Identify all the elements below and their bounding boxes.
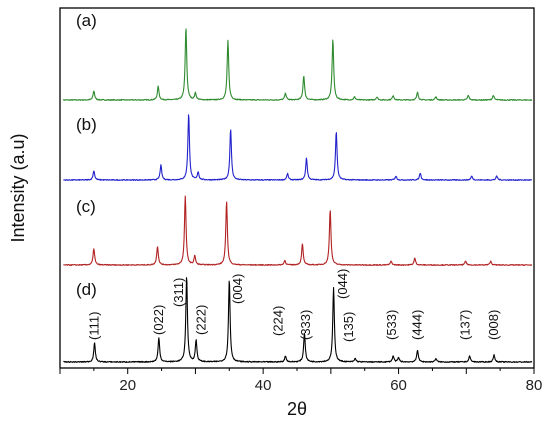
peak-label: (044) [335,269,350,299]
peak-label: (111) [87,312,102,340]
x-axis-title: 2θ [287,399,307,419]
x-tick-label: 20 [119,377,136,394]
panel-label-a: (a) [76,11,97,30]
xrd-trace-b [63,114,532,181]
peak-label: (222) [194,305,209,335]
panel-label-c: (c) [76,197,96,216]
y-axis-title: Intensity (a.u) [8,133,28,242]
peak-label: (008) [486,310,501,340]
x-tick-label: 60 [390,377,407,394]
peak-label: (004) [230,274,245,304]
x-tick-label: 40 [255,377,272,394]
peak-label: (224) [271,306,286,336]
peak-labels-layer: (111) (022) (311) (222) (004) (224) (333) (044)… [87,269,502,342]
peak-label: (022) [151,305,166,335]
xrd-trace-a [62,28,533,101]
peak-label: (137) [458,310,473,340]
x-axis-ticks: 20 40 60 80 [59,368,543,394]
xrd-trace-d [63,277,533,364]
peak-label: (533) [384,310,399,340]
panel-label-d: (d) [76,280,97,299]
peak-label: (311) [171,278,186,307]
panel-labels-layer: (a) (b) (c) (d) [76,11,97,299]
xrd-trace-c [63,195,533,266]
peak-label: (333) [298,310,313,340]
traces-layer [62,28,533,364]
peak-label: (444) [410,310,425,340]
x-tick-label: 80 [526,377,543,394]
panel-label-b: (b) [76,115,97,134]
peak-label: (135) [341,312,356,342]
